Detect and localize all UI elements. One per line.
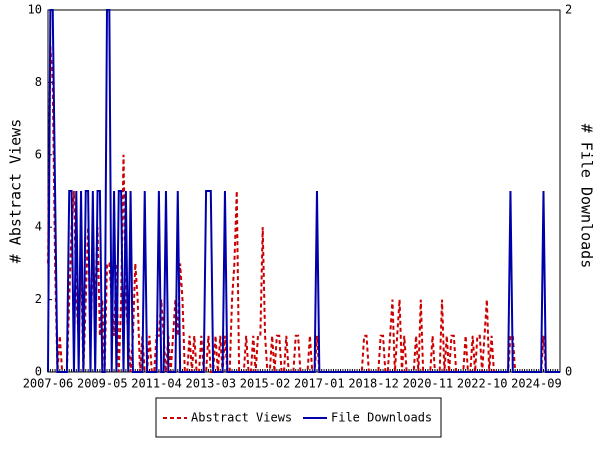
x-tick-label: 2017-01 xyxy=(294,377,345,391)
x-tick-label: 2011-04 xyxy=(131,377,182,391)
y-axis-title: # Abstract Views xyxy=(7,119,25,264)
x-tick-label: 2015-02 xyxy=(240,377,291,391)
y-tick-label: 2 xyxy=(35,292,42,306)
x-tick-label: 2024-09 xyxy=(511,377,562,391)
y2-tick-label: 0 xyxy=(565,365,572,379)
legend-label: File Downloads xyxy=(331,411,432,425)
y-tick-label: 4 xyxy=(35,220,42,234)
x-tick-label: 2020-11 xyxy=(403,377,454,391)
x-tick-label: 2022-10 xyxy=(457,377,508,391)
x-tick-label: 2013-03 xyxy=(186,377,237,391)
x-tick-label: 2007-06 xyxy=(23,377,74,391)
y2-tick-label: 2 xyxy=(565,3,572,17)
x-tick-label: 2018-12 xyxy=(348,377,399,391)
y-tick-label: 10 xyxy=(28,3,42,17)
x-tick-label: 2009-05 xyxy=(77,377,128,391)
legend-label: Abstract Views xyxy=(191,411,292,425)
y-tick-label: 6 xyxy=(35,147,42,161)
series-line xyxy=(47,9,560,373)
y-tick-label: 0 xyxy=(35,365,42,379)
y2-axis-title: # File Downloads xyxy=(578,124,596,269)
legend xyxy=(155,397,442,438)
y-tick-label: 8 xyxy=(35,75,42,89)
